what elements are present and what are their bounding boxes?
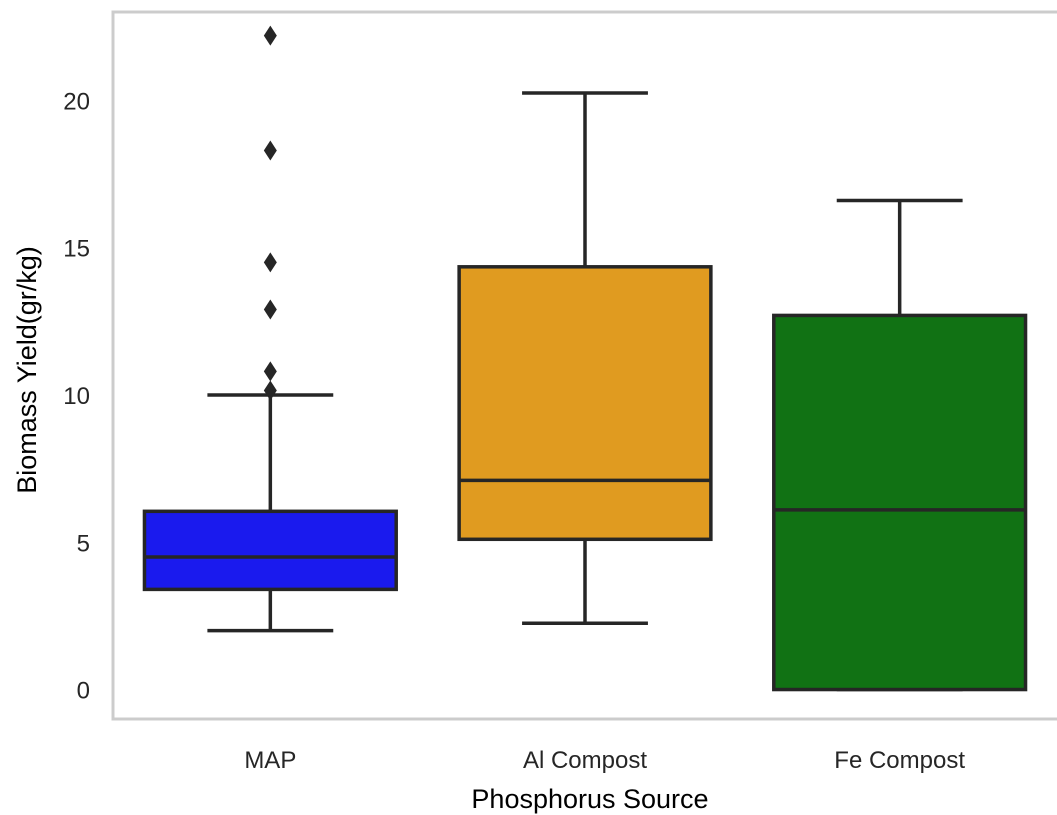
- y-axis-ticks: 0 5 10 15 20: [63, 88, 90, 704]
- box-al-compost: [457, 91, 713, 626]
- x-axis-label: Phosphorus Source: [471, 784, 708, 814]
- outlier-point: [263, 25, 277, 46]
- box-iqr: [457, 265, 713, 542]
- y-tick-label: 20: [63, 88, 90, 115]
- y-tick-label: 5: [77, 530, 90, 557]
- x-tick-label: MAP: [244, 747, 296, 774]
- outlier-point: [263, 361, 277, 382]
- plot-frame: [111, 10, 1057, 721]
- outlier-point: [263, 299, 277, 320]
- x-tick-label: Al Compost: [523, 747, 647, 774]
- box-iqr: [772, 313, 1028, 692]
- outlier-point: [263, 140, 277, 161]
- box-map: [142, 25, 398, 633]
- box-fe-compost: [772, 198, 1028, 692]
- x-tick-label: Fe Compost: [834, 747, 965, 774]
- y-tick-label: 10: [63, 383, 90, 410]
- box-iqr: [142, 509, 398, 592]
- x-axis-ticks: MAP Al Compost Fe Compost: [244, 747, 965, 774]
- outlier-point: [263, 252, 277, 273]
- y-axis-label: Biomass Yield(gr/kg): [12, 246, 42, 494]
- y-tick-label: 15: [63, 236, 90, 263]
- plot-area: [111, 10, 1057, 721]
- outlier-point: [263, 380, 277, 401]
- y-tick-label: 0: [77, 678, 90, 705]
